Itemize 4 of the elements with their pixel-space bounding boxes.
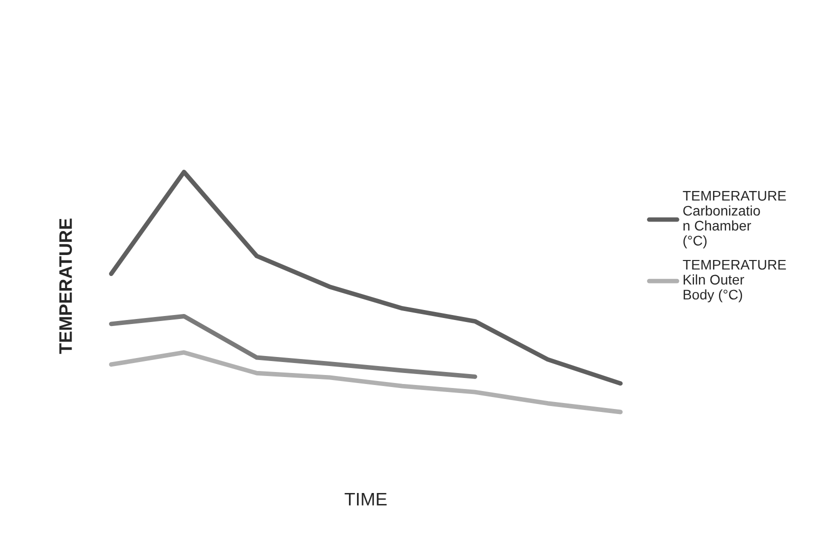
y-axis-title: TEMPERATURE xyxy=(59,218,72,354)
legend-label: TEMPERATURE Kiln Outer Body (°C) xyxy=(682,260,786,302)
x-axis-title: TIME xyxy=(344,492,387,506)
legend-label: TEMPERATURE Carbonization Chamber (°C) xyxy=(682,191,786,248)
